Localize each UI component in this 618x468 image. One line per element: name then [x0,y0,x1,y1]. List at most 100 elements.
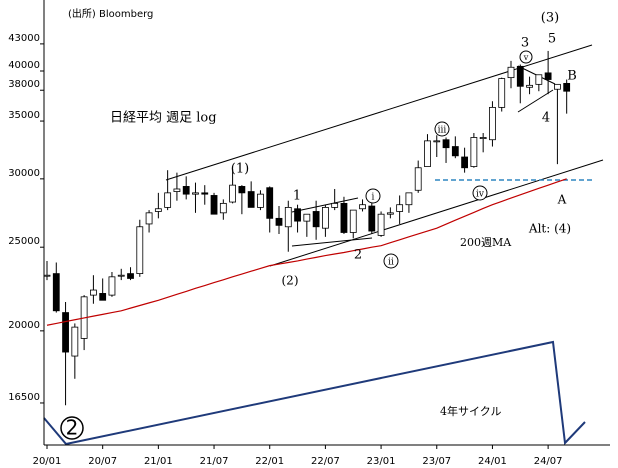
candle-body [164,192,172,208]
x-tick-label: 21/07 [200,456,229,467]
candle-body [192,192,199,195]
candle-body [182,186,190,195]
candle-body [507,66,515,79]
candle-body [386,212,394,215]
candle-body [117,274,125,277]
candle-body [331,202,339,208]
x-tick-label: 24/07 [534,456,563,467]
y-tick-label: 25000 [8,236,40,247]
annotation: 5 [548,32,556,47]
y-tick-label: 35000 [8,110,40,121]
candle-body [340,202,348,233]
candle-body [52,273,60,312]
annotation-circle [472,185,488,201]
candle-body [62,312,69,353]
candle-body [321,206,329,229]
annotation: 2 [66,416,79,440]
annotation: 4年サイクル [440,404,501,418]
ma-label: 200週MA [460,236,512,249]
x-tick-label: 24/01 [478,456,507,467]
candle-body [554,83,561,90]
annotation: 3 [521,36,529,51]
candle-body [238,186,246,194]
x-tick-label: 22/01 [255,456,284,467]
candle-body [145,212,153,225]
cycle-line [43,340,586,446]
candle-body [498,78,506,108]
annotation: i [372,193,375,203]
candle-body [424,140,431,167]
candle-body [489,106,496,141]
ma-line [46,178,567,326]
candle-body [201,192,209,195]
annotation: (2) [282,274,299,288]
candle-body [451,146,459,157]
x-tick-label: 20/07 [88,456,117,467]
candle-body [294,208,301,222]
annotation: iv [476,190,485,200]
annotation-circle [519,50,533,64]
candle-body [405,192,413,206]
x-tick-label: 23/01 [367,456,396,467]
candle-body [229,184,237,203]
candle-body [433,140,441,143]
candle-body [563,82,571,92]
candle-body [136,226,144,274]
candle-body [479,137,487,140]
x-tick-label: 20/01 [33,456,62,467]
channel-lower [269,159,604,267]
candle-body [99,293,107,301]
candle-body [127,273,134,279]
candle-body [396,204,404,212]
candle-body [526,84,533,88]
y-tick-label: 38000 [8,79,40,90]
candle-body [71,326,79,357]
annotation-circle [434,121,450,137]
y-tick-label: 30000 [8,168,40,179]
annotation: (1) [231,162,249,177]
x-tick-label: 23/07 [422,456,451,467]
annotation-circle [365,188,381,204]
annotation: 4 [542,111,550,126]
annotation: v [523,53,529,62]
triangle-line [517,89,554,113]
annotation-circle [383,253,399,269]
chart-title: 日経平均 週足 log [110,111,217,126]
candle-body [90,289,97,296]
candle-body [377,213,385,236]
candle-body [470,137,478,167]
triangle-line [291,237,373,247]
y-tick-label: 40000 [8,60,40,71]
candle-body [516,65,524,87]
candle-body [461,156,469,169]
candle-body [108,276,116,296]
candle-body [210,195,218,215]
annotation: iii [438,126,447,136]
y-tick-label: 16500 [8,392,40,403]
x-tick-label: 21/01 [144,456,173,467]
candle-body [266,187,274,219]
candle-body [284,206,292,228]
annotation: B [567,69,577,84]
candle-body [43,274,51,277]
candle-body [257,193,264,208]
channel-upper [165,44,593,181]
candle-body [414,167,422,191]
candle-body [368,205,376,232]
annotation: ii [388,258,394,268]
candle-body [544,72,552,80]
annotation: (3) [541,11,559,26]
candle-body [535,74,543,85]
candle-body [303,213,311,222]
candle-body [173,188,181,192]
candle-body [349,209,357,233]
annotation: 1 [293,189,301,204]
annotation-circle [60,416,84,440]
source: (出所) Bloomberg [68,7,153,20]
candle-body [359,204,366,210]
y-tick-label: 43000 [8,33,40,44]
y-tick-label: 20000 [8,320,40,331]
x-tick-label: 22/07 [311,456,340,467]
candle-body [275,217,283,226]
